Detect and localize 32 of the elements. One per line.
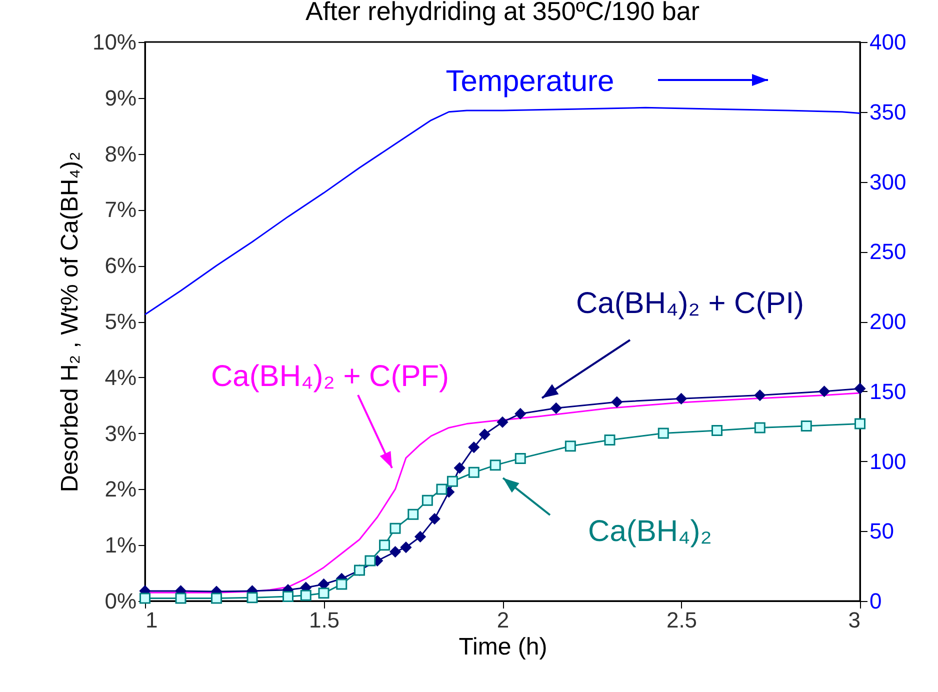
y-tick-label: 8% [104,141,136,166]
text: Ca(BH₄)₂ [588,515,712,548]
text: Ca(BH₄)₂ + C(PI) [576,287,804,320]
y-tick-label: 1% [104,532,136,558]
y2-tick-label: 0 [870,588,882,614]
y-axis-title: Desorbed H₂ , Wt% of Ca(BH₄)₂ [56,152,84,492]
chart-title: After rehydriding at 350ºC/190 bar [306,0,700,26]
y2-tick-label: 100 [870,448,906,474]
x-tick-label: 2.5 [666,608,698,632]
y-tick-label: 9% [104,85,136,110]
y2-tick-label: 250 [870,239,906,264]
y-tick-label: 6% [104,253,136,278]
y-tick-label: 2% [104,476,136,502]
y2-tick-label: 300 [870,169,906,194]
y2-tick-label: 400 [870,30,906,54]
y2-tick-label: 200 [870,309,906,334]
y2-tick-label: 150 [870,378,906,404]
y-tick-label: 10% [92,30,136,54]
x-tick-label: 3 [848,608,860,632]
x-axis-title: Time (h) [458,634,548,660]
x-tick-label: 2 [496,608,510,632]
y-tick-label: 7% [104,197,136,222]
series-label: Ca(BH₄)₂ + C(PF) [210,360,450,393]
y2-tick-label: 50 [870,518,894,544]
y-tick-label: 0% [104,588,136,614]
y-tick-label: 4% [104,364,136,390]
y-tick-label: 5% [104,309,136,334]
x-tick-label: 1 [146,608,158,632]
y2-tick-label: 350 [870,99,906,124]
x-tick-label: 1.5 [308,608,340,632]
legend-label: Temperature [446,65,614,98]
y-tick-label: 3% [104,420,136,446]
